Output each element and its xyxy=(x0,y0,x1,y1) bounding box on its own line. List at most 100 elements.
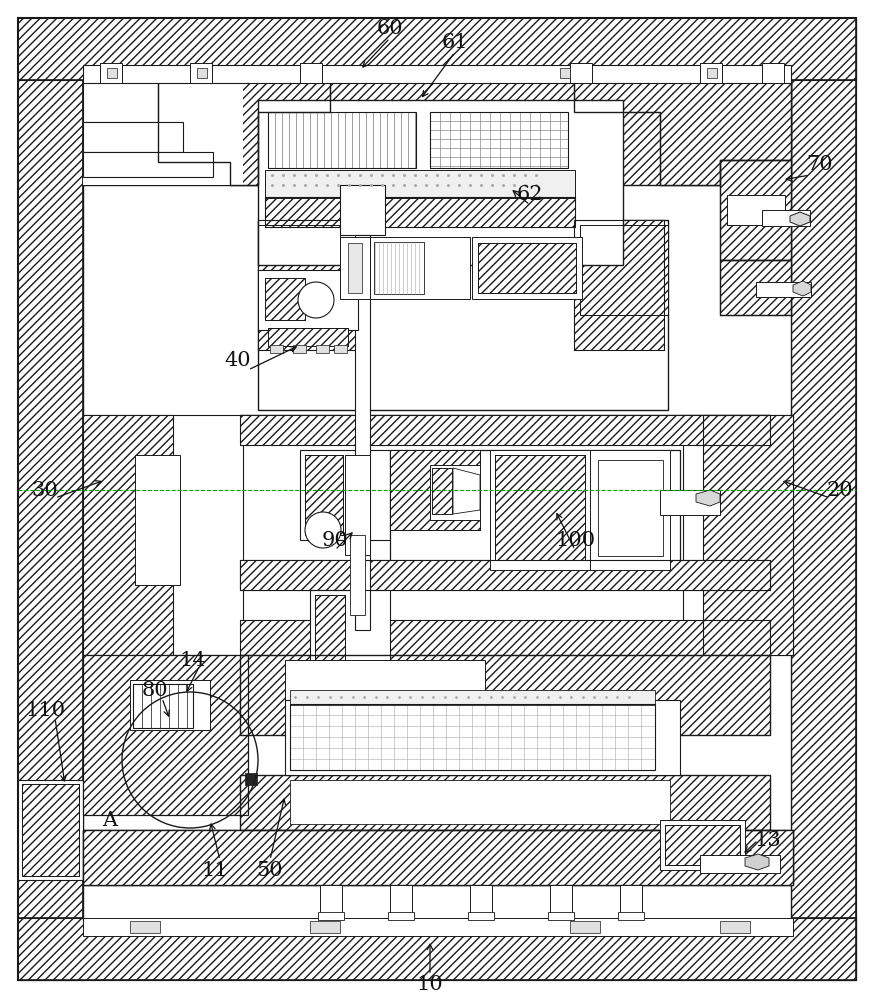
Bar xyxy=(83,918,793,936)
Bar xyxy=(290,690,655,705)
Bar xyxy=(83,80,243,185)
Bar xyxy=(762,63,784,83)
Bar xyxy=(83,655,248,815)
Bar xyxy=(316,345,329,353)
Bar xyxy=(300,450,390,540)
Bar xyxy=(700,855,780,873)
Bar xyxy=(580,225,668,315)
Bar xyxy=(703,415,793,655)
Text: 100: 100 xyxy=(555,530,595,550)
Bar xyxy=(574,220,664,350)
Text: 70: 70 xyxy=(807,155,833,174)
Bar xyxy=(240,775,770,830)
Bar xyxy=(432,468,452,514)
Bar xyxy=(83,152,213,177)
Bar xyxy=(340,237,370,299)
Bar xyxy=(18,18,856,80)
Bar xyxy=(83,415,243,655)
Bar xyxy=(18,18,856,80)
Bar xyxy=(107,68,117,78)
Bar xyxy=(83,122,183,152)
Bar xyxy=(18,780,83,880)
Bar xyxy=(791,18,856,980)
Bar xyxy=(240,620,770,655)
Bar xyxy=(245,773,257,785)
Bar xyxy=(620,885,642,918)
Bar xyxy=(700,63,722,83)
Bar xyxy=(83,80,791,920)
Bar xyxy=(258,220,358,350)
Bar xyxy=(258,225,340,315)
Bar xyxy=(240,415,770,655)
Bar xyxy=(83,65,791,83)
Bar xyxy=(290,780,670,824)
Bar xyxy=(390,885,412,918)
Bar xyxy=(762,210,810,226)
Bar xyxy=(720,160,791,260)
Circle shape xyxy=(305,512,341,548)
Bar xyxy=(590,450,670,570)
Bar xyxy=(495,455,585,560)
Text: 90: 90 xyxy=(322,530,349,550)
Bar xyxy=(720,921,750,933)
Text: 13: 13 xyxy=(754,830,781,850)
Text: 61: 61 xyxy=(441,32,468,51)
Bar xyxy=(265,170,575,198)
Bar xyxy=(305,455,343,535)
Bar xyxy=(290,704,655,770)
Bar xyxy=(345,270,380,290)
Bar xyxy=(683,415,793,655)
Bar xyxy=(240,560,770,590)
Polygon shape xyxy=(793,281,811,296)
Bar xyxy=(618,912,644,920)
Bar xyxy=(83,830,793,885)
Polygon shape xyxy=(790,212,810,226)
Polygon shape xyxy=(696,490,720,506)
Bar xyxy=(285,700,680,775)
Bar xyxy=(370,237,470,299)
Circle shape xyxy=(298,282,334,318)
Bar xyxy=(570,63,592,83)
Bar xyxy=(270,345,283,353)
Bar xyxy=(315,595,345,665)
Bar xyxy=(18,18,83,980)
Bar xyxy=(83,830,793,885)
Bar xyxy=(430,465,480,520)
Polygon shape xyxy=(158,80,330,185)
Bar xyxy=(300,63,322,83)
Bar xyxy=(258,220,668,410)
Bar xyxy=(22,784,79,876)
Bar xyxy=(265,278,305,320)
Bar xyxy=(560,68,570,78)
Bar xyxy=(258,270,358,330)
Text: 60: 60 xyxy=(377,18,403,37)
Bar xyxy=(130,921,160,933)
Bar xyxy=(355,235,370,630)
Bar xyxy=(83,80,791,185)
Bar xyxy=(293,345,306,353)
Bar xyxy=(390,450,480,530)
Bar xyxy=(240,560,770,590)
Bar xyxy=(83,415,173,655)
Bar xyxy=(388,912,414,920)
Bar xyxy=(240,655,770,735)
Bar xyxy=(340,185,385,235)
Bar xyxy=(240,415,770,445)
Bar xyxy=(472,237,582,299)
Text: 30: 30 xyxy=(31,481,59,499)
Bar xyxy=(83,830,793,885)
Bar xyxy=(570,921,600,933)
Bar xyxy=(756,282,811,297)
Bar xyxy=(240,560,770,590)
Bar xyxy=(580,225,668,315)
Text: 80: 80 xyxy=(142,680,169,700)
Polygon shape xyxy=(574,80,791,185)
Bar xyxy=(190,63,212,83)
Bar xyxy=(495,455,585,560)
Bar xyxy=(334,345,347,353)
Text: 20: 20 xyxy=(827,481,853,499)
Bar xyxy=(258,225,340,315)
Bar xyxy=(430,112,568,168)
Bar xyxy=(310,921,340,933)
Bar xyxy=(268,328,348,346)
